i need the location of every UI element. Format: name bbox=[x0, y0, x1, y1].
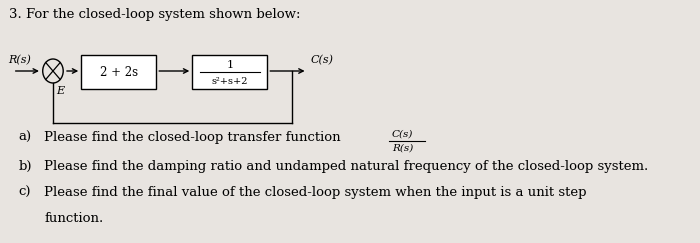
Text: C(s): C(s) bbox=[392, 130, 414, 139]
Text: Please find the final value of the closed-loop system when the input is a unit s: Please find the final value of the close… bbox=[44, 186, 587, 199]
Text: E: E bbox=[57, 86, 64, 96]
FancyBboxPatch shape bbox=[81, 55, 156, 89]
Text: function.: function. bbox=[44, 212, 104, 225]
Text: c): c) bbox=[19, 186, 32, 199]
Text: Please find the closed-loop transfer function: Please find the closed-loop transfer fun… bbox=[44, 131, 341, 144]
Text: s²+s+2: s²+s+2 bbox=[211, 77, 248, 86]
Text: C(s): C(s) bbox=[310, 55, 333, 65]
Text: R(s): R(s) bbox=[8, 55, 32, 65]
Text: 1: 1 bbox=[226, 60, 233, 70]
Text: 2 + 2s: 2 + 2s bbox=[99, 66, 138, 78]
FancyBboxPatch shape bbox=[193, 55, 267, 89]
Text: 3. For the closed-loop system shown below:: 3. For the closed-loop system shown belo… bbox=[8, 8, 300, 21]
Text: b): b) bbox=[19, 160, 32, 173]
Text: R(s): R(s) bbox=[392, 144, 413, 153]
Text: Please find the damping ratio and undamped natural frequency of the closed-loop : Please find the damping ratio and undamp… bbox=[44, 160, 649, 173]
Text: a): a) bbox=[19, 131, 32, 144]
